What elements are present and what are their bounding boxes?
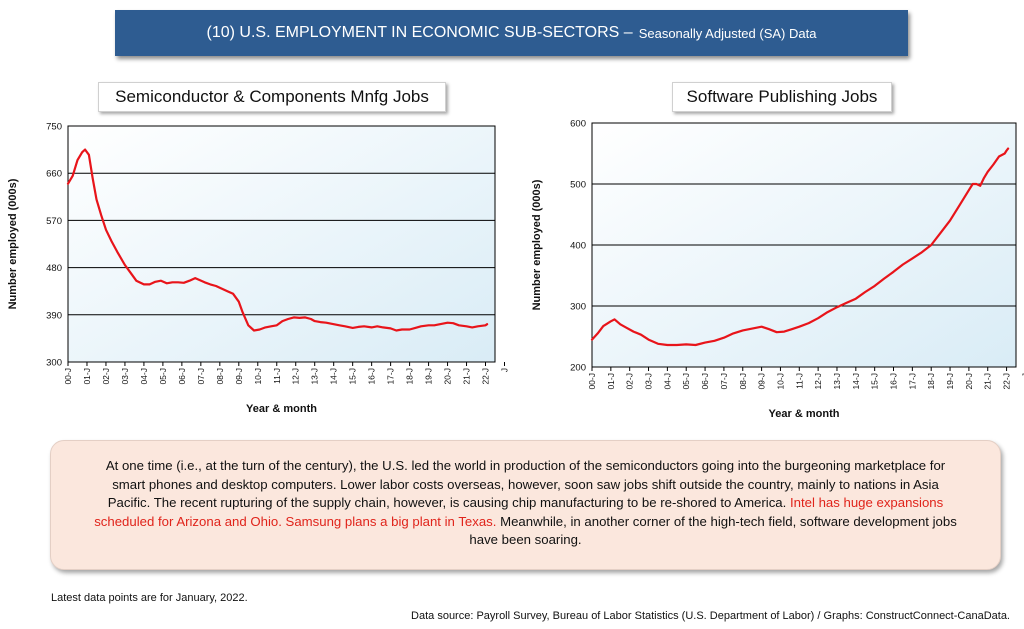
semiconductor-xtick-label: 01-J <box>82 368 92 385</box>
semiconductor-xtick-label: 22-J <box>481 368 491 385</box>
semiconductor-plot-area <box>68 126 495 362</box>
data-source-credit: Data source: Payroll Survey, Bureau of L… <box>411 610 1010 622</box>
software-ytick-label: 400 <box>570 241 586 252</box>
semiconductor-ytick-label: 660 <box>46 169 62 180</box>
software-xtick-label: 02-J <box>625 373 635 390</box>
software-xtick-label: 07-J <box>719 373 729 390</box>
commentary-highlight: Intel has huge expansions scheduled for … <box>94 495 944 529</box>
software-xtick-label: 12-J <box>813 373 823 390</box>
software-xtick-label: 03-J <box>644 373 654 390</box>
semiconductor-xtick-label: 03-J <box>120 368 130 385</box>
banner-sub-text: Seasonally Adjusted (SA) Data <box>638 25 817 41</box>
banner-main-text: (10) U.S. EMPLOYMENT IN ECONOMIC SUB-SEC… <box>206 24 633 41</box>
semiconductor-xtick-label: 05-J <box>158 368 168 385</box>
software-plot-border <box>591 122 1017 368</box>
software-series-line <box>590 147 1010 347</box>
semiconductor-ytick-label: 300 <box>46 358 62 369</box>
software-ytick-label: 200 <box>570 363 586 374</box>
semiconductor-xtick-label: 13-J <box>310 368 320 385</box>
semiconductor-xtick-label: 09-J <box>234 368 244 385</box>
semiconductor-ytick-label: 750 <box>46 122 62 133</box>
semiconductor-xtick-label: 08-J <box>215 368 225 385</box>
software-xtick-label: 00-J <box>587 373 597 390</box>
semiconductor-xtick-label: 11-J <box>272 368 282 384</box>
semiconductor-x-axis-label: Year & month <box>246 403 317 415</box>
semiconductor-xtick-label: 00-J <box>63 368 73 385</box>
semiconductor-xtick-label: 07-J <box>196 368 206 385</box>
semiconductor-xtick-label: 15-J <box>348 368 358 385</box>
software-xtick-label: 06-J <box>700 373 710 390</box>
software-xtick-label: 13-J <box>832 373 842 390</box>
semiconductor-series-line <box>66 148 489 332</box>
semiconductor-ytick-label: 480 <box>46 263 62 274</box>
semiconductor-xtick-label: 10-J <box>253 368 263 385</box>
semiconductor-xtick-label: 17-J <box>386 368 396 385</box>
page-title-banner: (10) U.S. EMPLOYMENT IN ECONOMIC SUB-SEC… <box>115 10 908 56</box>
semiconductor-xtick-label: 04-J <box>139 368 149 385</box>
software-ytick-label: 600 <box>570 119 586 130</box>
software-xtick-label: 15-J <box>870 373 880 390</box>
latest-data-footnote: Latest data points are for January, 2022… <box>51 592 248 604</box>
software-xtick-label: 18-J <box>926 373 936 390</box>
software-xtick-label: 21-J <box>983 373 993 390</box>
semiconductor-ytick-label: 390 <box>46 310 62 321</box>
semiconductor-xtick-label: 06-J <box>177 368 187 385</box>
semiconductor-plot-border <box>67 125 496 363</box>
commentary-box: At one time (i.e., at the turn of the ce… <box>50 440 1001 570</box>
software-x-axis-label: Year & month <box>769 408 840 420</box>
semiconductor-xtick-label: 21-J <box>462 368 472 385</box>
software-xtick-label: 22-J <box>1002 373 1012 390</box>
commentary-text-2: Meanwhile, in another corner of the high… <box>469 513 957 548</box>
semiconductor-xtick-label: 16-J <box>367 368 377 385</box>
software-xtick-label: 11-J <box>794 373 804 389</box>
software-y-axis-label: Number employed (000s) <box>531 179 543 310</box>
software-xtick-label: 17-J <box>907 373 917 390</box>
commentary-text-1: At one time (i.e., at the turn of the ce… <box>105 458 946 511</box>
software-xtick-label: 01-J <box>606 373 616 390</box>
semiconductor-ytick-label: 570 <box>46 216 62 227</box>
software-ytick-label: 300 <box>570 302 586 313</box>
software-xtick-label: 16-J <box>889 373 899 390</box>
software-xtick-label: 09-J <box>757 373 767 390</box>
software-xtick-label: 08-J <box>738 373 748 390</box>
semiconductor-xtick-label: 14-J <box>329 368 339 385</box>
software-xtick-label: 04-J <box>662 373 672 390</box>
semiconductor-xtick-label: 19-J <box>424 368 434 385</box>
semiconductor-y-axis-label: Number employed (000s) <box>7 178 19 309</box>
semiconductor-xtick-label: J <box>499 368 509 372</box>
semiconductor-xtick-label: 18-J <box>405 368 415 385</box>
semiconductor-xtick-label: 20-J <box>443 368 453 385</box>
right-chart-title: Software Publishing Jobs <box>672 82 892 112</box>
semiconductor-xtick-label: 12-J <box>291 368 301 385</box>
software-xtick-label: 10-J <box>775 373 785 390</box>
software-xtick-label: 19-J <box>945 373 955 390</box>
software-xtick-label: 14-J <box>851 373 861 390</box>
left-chart-title: Semiconductor & Components Mnfg Jobs <box>98 82 446 112</box>
software-ytick-label: 500 <box>570 180 586 191</box>
semiconductor-xtick-label: 02-J <box>101 368 111 385</box>
software-xtick-label: J <box>1020 373 1024 377</box>
software-xtick-label: 20-J <box>964 373 974 390</box>
software-xtick-label: 05-J <box>681 373 691 390</box>
